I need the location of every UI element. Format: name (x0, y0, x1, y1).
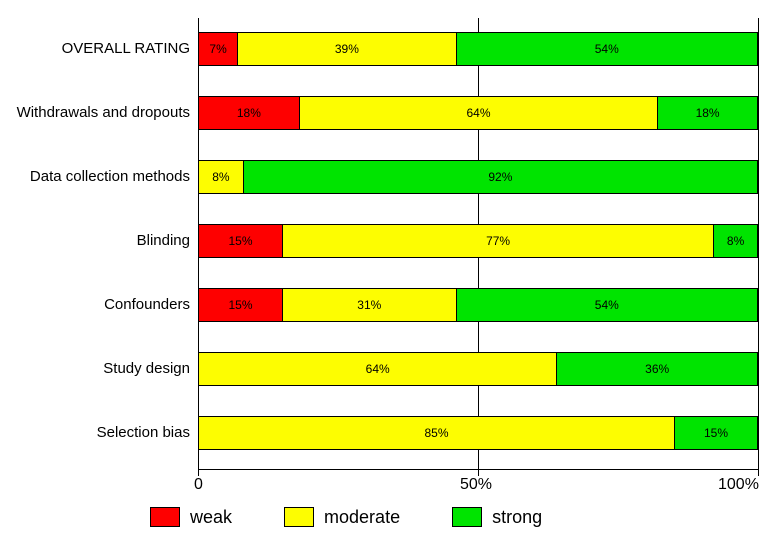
bar-segment-strong: 18% (657, 96, 758, 130)
quality-chart: 7%39%54%18%64%18%8%92%15%77%8%15%31%54%6… (198, 18, 758, 470)
category-label: OVERALL RATING (0, 32, 190, 66)
bar-segment-strong: 54% (456, 288, 758, 322)
bar-segment-weak: 15% (198, 288, 282, 322)
bar-segment-moderate: 39% (237, 32, 455, 66)
legend-item-weak: weak (150, 507, 232, 528)
category-label: Confounders (0, 288, 190, 322)
bar-row: 18%64%18% (198, 96, 758, 130)
bar-segment-strong: 15% (674, 416, 758, 450)
legend-item-strong: strong (452, 507, 542, 528)
bar-segment-strong: 36% (556, 352, 758, 386)
bar-segment-weak: 7% (198, 32, 237, 66)
bar-row: 64%36% (198, 352, 758, 386)
category-label: Selection bias (0, 416, 190, 450)
bar-segment-moderate: 64% (198, 352, 556, 386)
bar-row: 15%31%54% (198, 288, 758, 322)
bar-row: 8%92% (198, 160, 758, 194)
legend: weak moderate strong (150, 502, 756, 532)
bar-segment-moderate: 8% (198, 160, 243, 194)
x-tick-label: 50% (460, 476, 492, 494)
category-label: Data collection methods (0, 160, 190, 194)
bar-row: 15%77%8% (198, 224, 758, 258)
bar-segment-moderate: 31% (282, 288, 456, 322)
category-label: Blinding (0, 224, 190, 258)
bar-segment-moderate: 85% (198, 416, 674, 450)
bar-row: 7%39%54% (198, 32, 758, 66)
bar-segment-strong: 54% (456, 32, 758, 66)
legend-item-moderate: moderate (284, 507, 400, 528)
bar-segment-moderate: 64% (299, 96, 657, 130)
gridline (758, 18, 759, 470)
bar-segment-strong: 8% (713, 224, 758, 258)
bar-segment-weak: 15% (198, 224, 282, 258)
legend-swatch-moderate (284, 507, 314, 527)
legend-swatch-strong (452, 507, 482, 527)
bar-segment-strong: 92% (243, 160, 758, 194)
legend-label: moderate (324, 507, 400, 528)
category-label: Study design (0, 352, 190, 386)
legend-label: weak (190, 507, 232, 528)
bar-segment-weak: 18% (198, 96, 299, 130)
x-tick-label: 0 (194, 476, 203, 494)
legend-swatch-weak (150, 507, 180, 527)
bar-row: 85%15% (198, 416, 758, 450)
legend-label: strong (492, 507, 542, 528)
bar-segment-moderate: 77% (282, 224, 713, 258)
x-tick-label: 100% (718, 476, 759, 494)
category-label: Withdrawals and dropouts (0, 96, 190, 130)
